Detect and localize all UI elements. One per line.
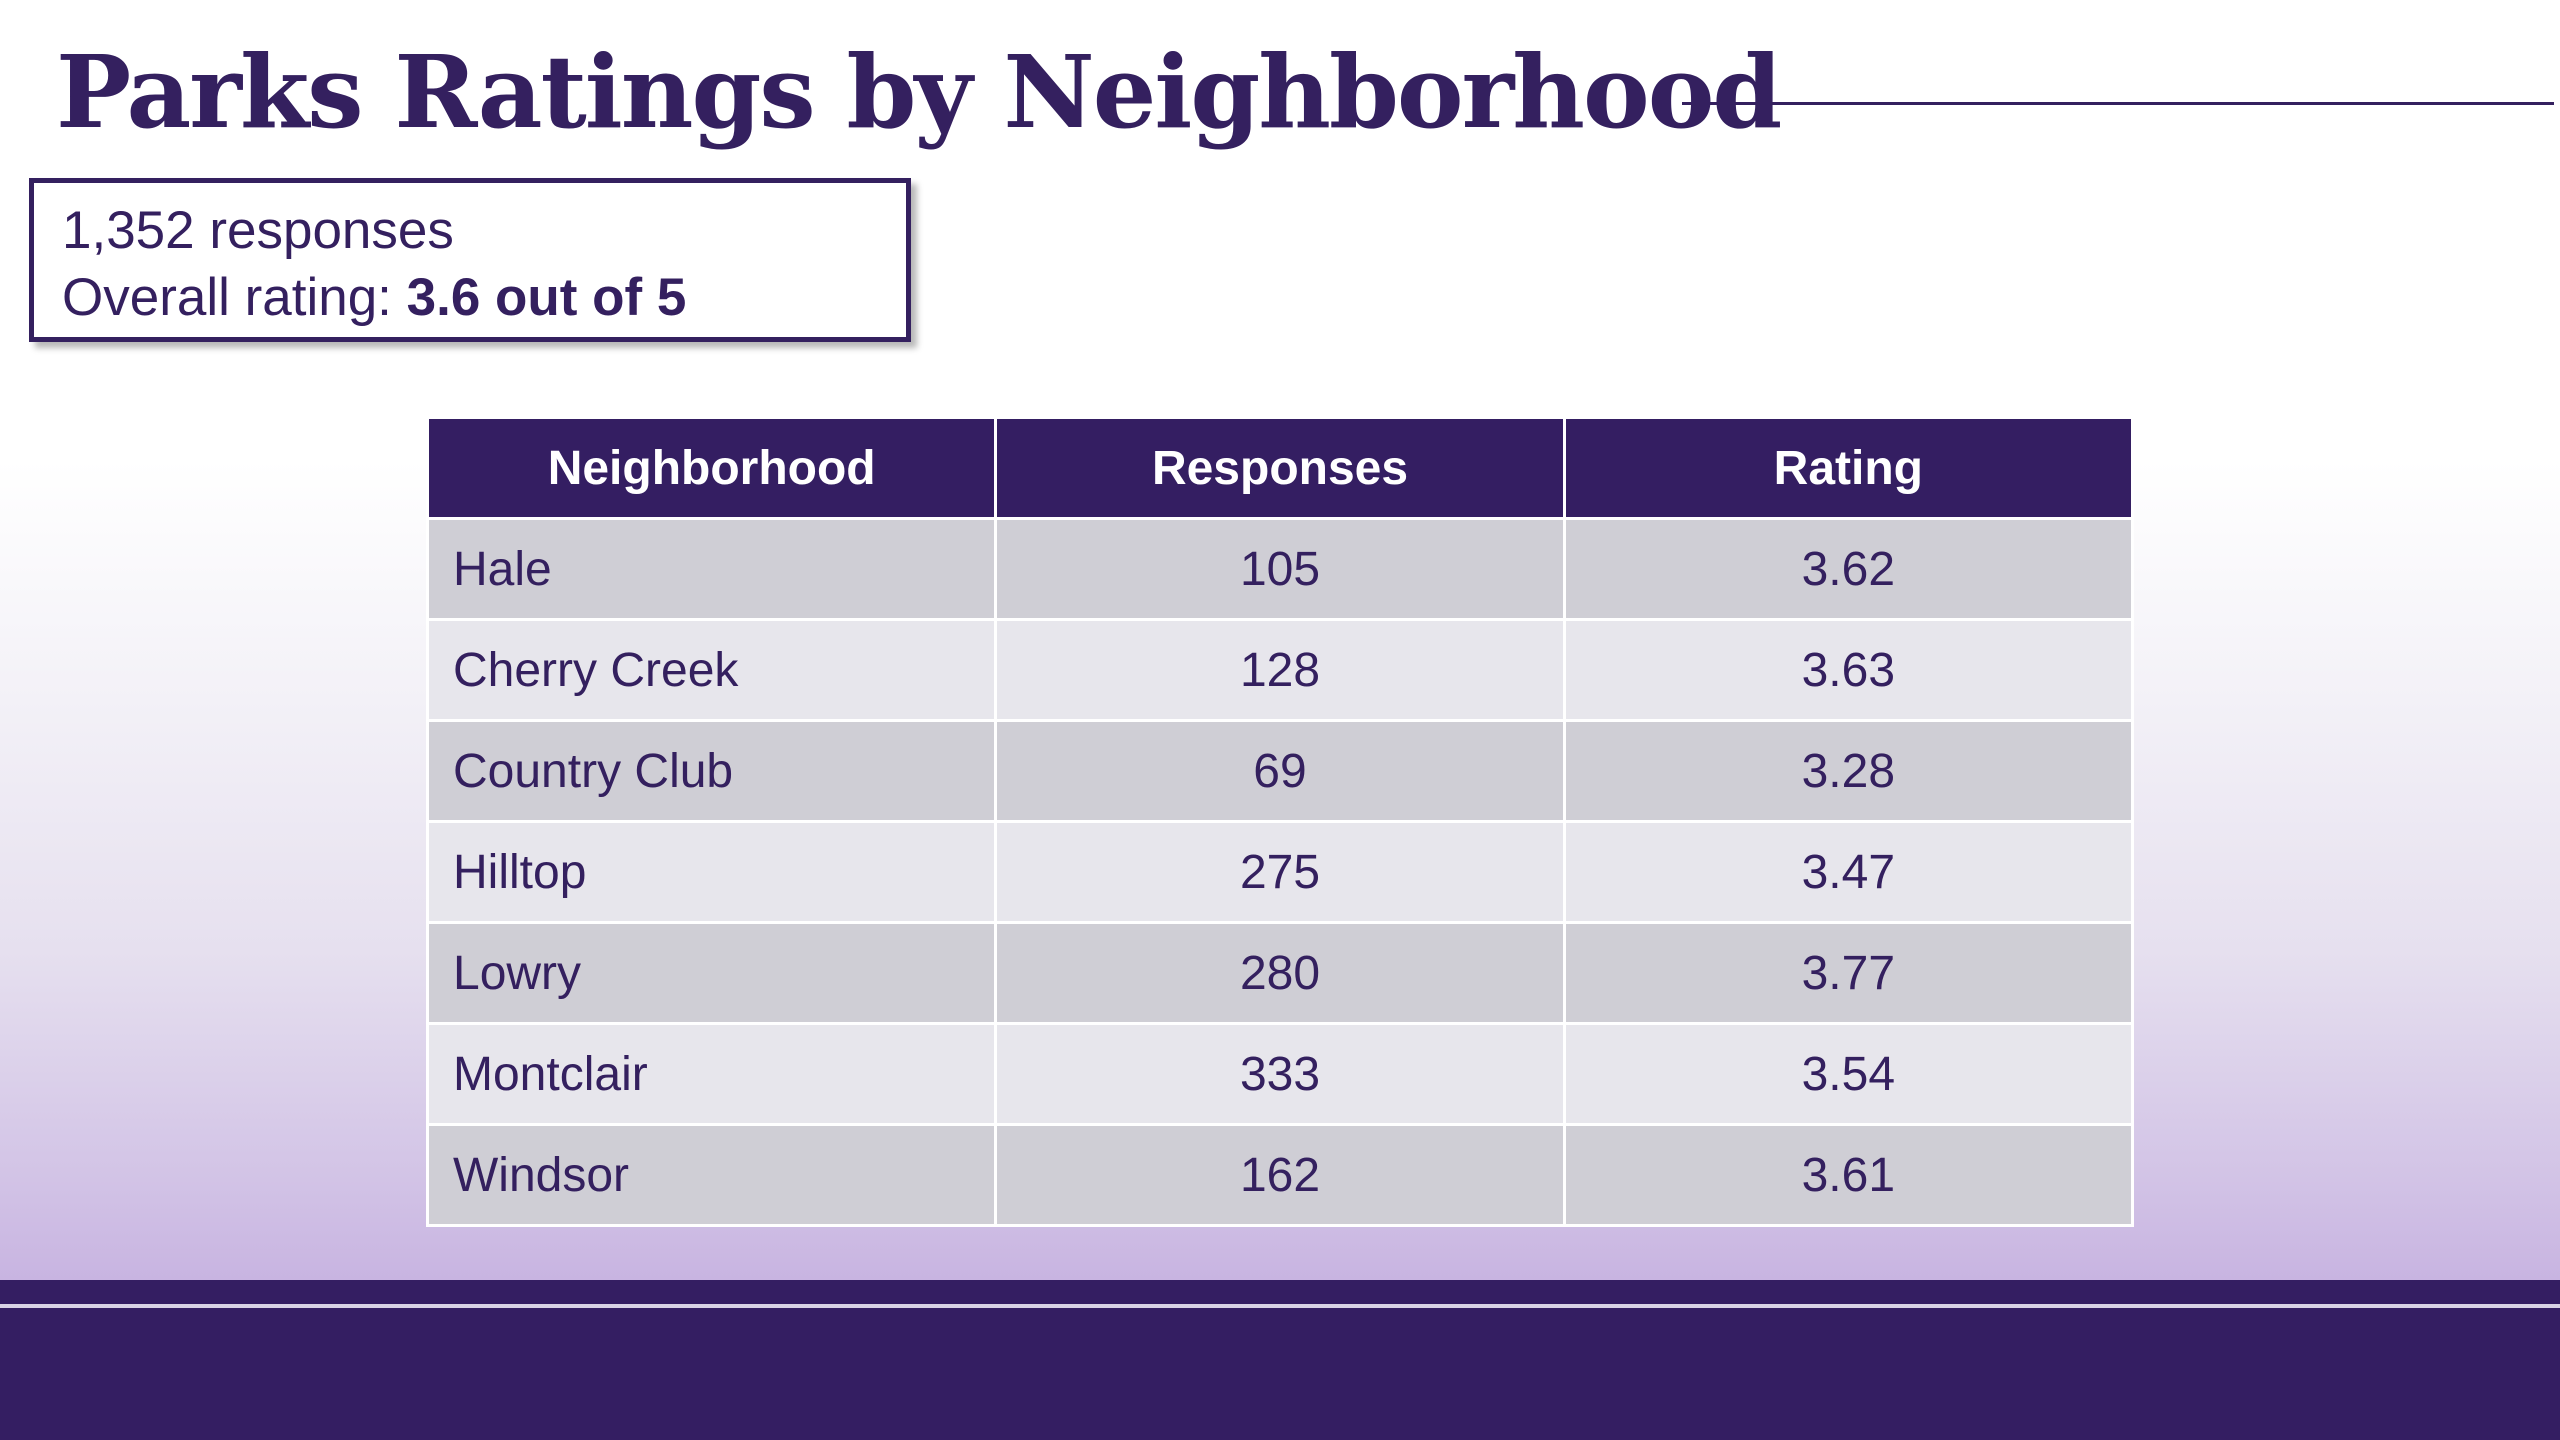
rating-cell: 3.54 — [1562, 1022, 2135, 1126]
responses-cell: 333 — [994, 1022, 1566, 1126]
footer-band — [0, 1280, 2560, 1440]
table-row: Windsor 162 3.61 — [425, 1123, 2135, 1227]
table-row: Montclair 333 3.54 — [425, 1022, 2135, 1126]
rating-cell: 3.63 — [1562, 618, 2135, 722]
neighborhood-cell: Windsor — [425, 1123, 998, 1227]
responses-cell: 280 — [994, 921, 1566, 1025]
table-header-row: Neighborhood Responses Rating — [425, 416, 2135, 520]
header-neighborhood: Neighborhood — [425, 416, 998, 520]
table-row: Lowry 280 3.77 — [425, 921, 2135, 1025]
table-row: Country Club 69 3.28 — [425, 719, 2135, 823]
rating-cell: 3.77 — [1562, 921, 2135, 1025]
ratings-table: Neighborhood Responses Rating Hale 105 3… — [425, 416, 2135, 1227]
rating-cell: 3.62 — [1562, 517, 2135, 621]
header-responses: Responses — [994, 416, 1566, 520]
responses-cell: 69 — [994, 719, 1566, 823]
footer-stripe — [0, 1304, 2560, 1308]
rating-cell: 3.28 — [1562, 719, 2135, 823]
header-rating: Rating — [1562, 416, 2135, 520]
slide-title: Parks Ratings by Neighborhood — [56, 33, 1782, 151]
neighborhood-cell: Montclair — [425, 1022, 998, 1126]
neighborhood-cell: Country Club — [425, 719, 998, 823]
responses-count: 1,352 responses — [62, 201, 454, 260]
responses-cell: 128 — [994, 618, 1566, 722]
overall-rating-line: Overall rating: 3.6 out of 5 — [62, 264, 906, 331]
overall-rating-label: Overall rating: — [62, 268, 407, 327]
overall-rating-value: 3.6 out of 5 — [406, 268, 687, 327]
neighborhood-cell: Hilltop — [425, 820, 998, 924]
summary-box: 1,352 responses Overall rating: 3.6 out … — [29, 178, 911, 342]
neighborhood-cell: Hale — [425, 517, 998, 621]
neighborhood-cell: Lowry — [425, 921, 998, 1025]
rating-cell: 3.61 — [1562, 1123, 2135, 1227]
table-row: Hilltop 275 3.47 — [425, 820, 2135, 924]
responses-cell: 105 — [994, 517, 1566, 621]
neighborhood-cell: Cherry Creek — [425, 618, 998, 722]
table-row: Cherry Creek 128 3.63 — [425, 618, 2135, 722]
title-divider-line — [1682, 102, 2554, 105]
rating-cell: 3.47 — [1562, 820, 2135, 924]
table-row: Hale 105 3.62 — [425, 517, 2135, 621]
responses-cell: 275 — [994, 820, 1566, 924]
responses-cell: 162 — [994, 1123, 1566, 1227]
